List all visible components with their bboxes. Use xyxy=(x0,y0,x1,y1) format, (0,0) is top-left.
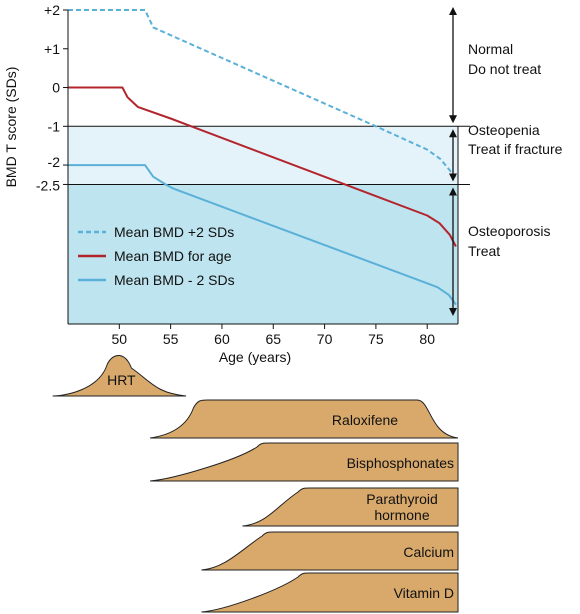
zone-label: Do not treat xyxy=(468,61,541,77)
y-tick-label: -1 xyxy=(48,118,61,134)
treatment-shape-1 xyxy=(150,399,459,439)
treatment-shape-5 xyxy=(201,572,459,613)
arrow-head-up xyxy=(449,187,457,196)
treatment-label: Bisphosphonates xyxy=(347,455,454,471)
treatment-label: Calcium xyxy=(403,544,454,560)
legend: Mean BMD +2 SDs Mean BMD for age Mean BMD … xyxy=(78,224,235,288)
y-tick-label: -2 xyxy=(48,154,61,170)
y-axis-label: BMD T score (SDs) xyxy=(3,67,19,188)
series-line-1 xyxy=(68,86,457,247)
treatment-label: Raloxifene xyxy=(332,412,398,428)
zone-band-0 xyxy=(68,10,458,127)
treatment-label: HRT xyxy=(107,372,136,388)
treatment-shape-2 xyxy=(150,442,459,482)
treatment-zones xyxy=(68,10,470,324)
legend-label: Mean BMD +2 SDs xyxy=(114,224,234,240)
series-line-0 xyxy=(68,9,457,178)
x-tick-label: 55 xyxy=(163,331,179,347)
treatment-timeline: HRT Raloxifene Bisphosphonates Parathyroidh… xyxy=(52,355,459,613)
zone-label: Osteoporosis xyxy=(468,223,550,239)
arrow-head-up xyxy=(449,7,457,15)
zone-label: Treat if fracture xyxy=(468,141,563,157)
axes xyxy=(67,10,459,325)
legend-label: Mean BMD for age xyxy=(114,248,232,264)
x-tick-label: 80 xyxy=(419,331,435,347)
x-tick-label: 65 xyxy=(265,331,281,347)
arrow-head-up xyxy=(449,129,457,138)
zone-label: Osteopenia xyxy=(468,122,540,138)
y-ticks: +2 +1 0 -1 -2 -2.5 xyxy=(36,2,68,193)
y-tick-label: +2 xyxy=(44,2,60,18)
bmd-series xyxy=(68,9,457,306)
x-tick-label: 50 xyxy=(112,331,128,347)
zone-labels: Normal Do not treat Osteopenia Treat if fra… xyxy=(468,41,563,259)
y-tick-label: -2.5 xyxy=(36,177,60,193)
zone-label: Normal xyxy=(468,41,513,57)
x-ticks: 50 55 60 65 70 75 80 xyxy=(112,324,435,347)
arrow-head-down xyxy=(449,308,457,316)
zone-band-1 xyxy=(68,126,458,185)
y-tick-label: +1 xyxy=(44,41,60,57)
x-tick-label: 60 xyxy=(214,331,230,347)
legend-label: Mean BMD - 2 SDs xyxy=(114,272,235,288)
treatment-label: hormone xyxy=(374,507,429,523)
zone-band-2 xyxy=(68,184,458,324)
y-tick-label: 0 xyxy=(52,80,60,96)
treatment-shape-3 xyxy=(242,487,459,527)
arrow-head-down xyxy=(449,173,457,182)
x-axis-label: Age (years) xyxy=(219,349,291,365)
treatment-label: Vitamin D xyxy=(394,585,454,601)
x-tick-label: 75 xyxy=(368,331,384,347)
treatment-label: Parathyroid xyxy=(366,491,438,507)
arrow-head-down xyxy=(449,115,457,124)
zone-label: Treat xyxy=(468,243,500,259)
x-tick-label: 70 xyxy=(317,331,333,347)
treatment-shape-4 xyxy=(201,531,459,571)
zone-arrows xyxy=(449,7,457,316)
series-line-2 xyxy=(68,164,457,306)
treatment-shape-0 xyxy=(52,355,187,397)
